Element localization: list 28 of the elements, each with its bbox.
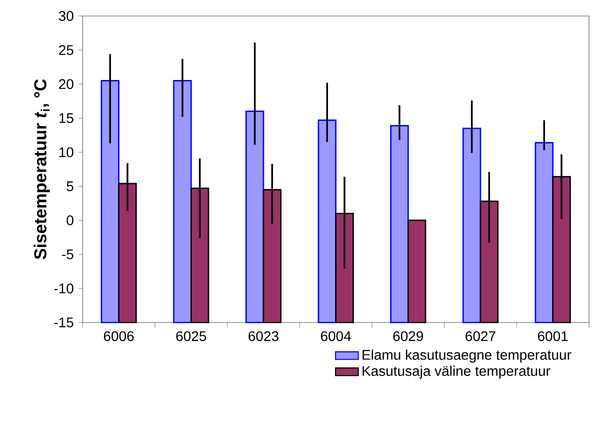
y-tick-label: 30 [58,11,74,21]
bar [318,119,336,324]
legend-label: Elamu kasutusaegne temperatuur [362,349,572,363]
bar [100,80,120,324]
legend-label: Kasutusaja väline temperatuur [362,366,550,379]
bar [462,128,482,324]
y-tick-label: 0 [66,215,74,226]
y-tick-label: -5 [62,249,74,260]
y-tick-label: 20 [59,79,74,90]
x-tick-label: 6027 [466,331,496,342]
x-tick-label: 6006 [104,331,134,342]
y-tick-label: -15 [54,318,74,328]
bar [173,80,192,324]
x-tick-label: 6004 [320,331,351,342]
bar [534,142,554,324]
bar [245,110,264,324]
bar [407,220,426,324]
x-tick-label: 6029 [393,331,424,342]
y-tick-label: 15 [59,113,74,123]
x-tick-label: 6023 [248,331,278,342]
y-tick-label: -10 [54,283,74,294]
y-tick-label: 25 [59,45,74,55]
x-tick-label: 6025 [176,331,206,342]
bar [390,124,409,324]
y-tick-label: 10 [59,147,74,158]
x-tick-label: 6001 [538,331,568,342]
y-tick-label: 5 [66,181,74,192]
y-axis-title: Sisetemperatuur t$_{i}$, °C [34,79,50,260]
